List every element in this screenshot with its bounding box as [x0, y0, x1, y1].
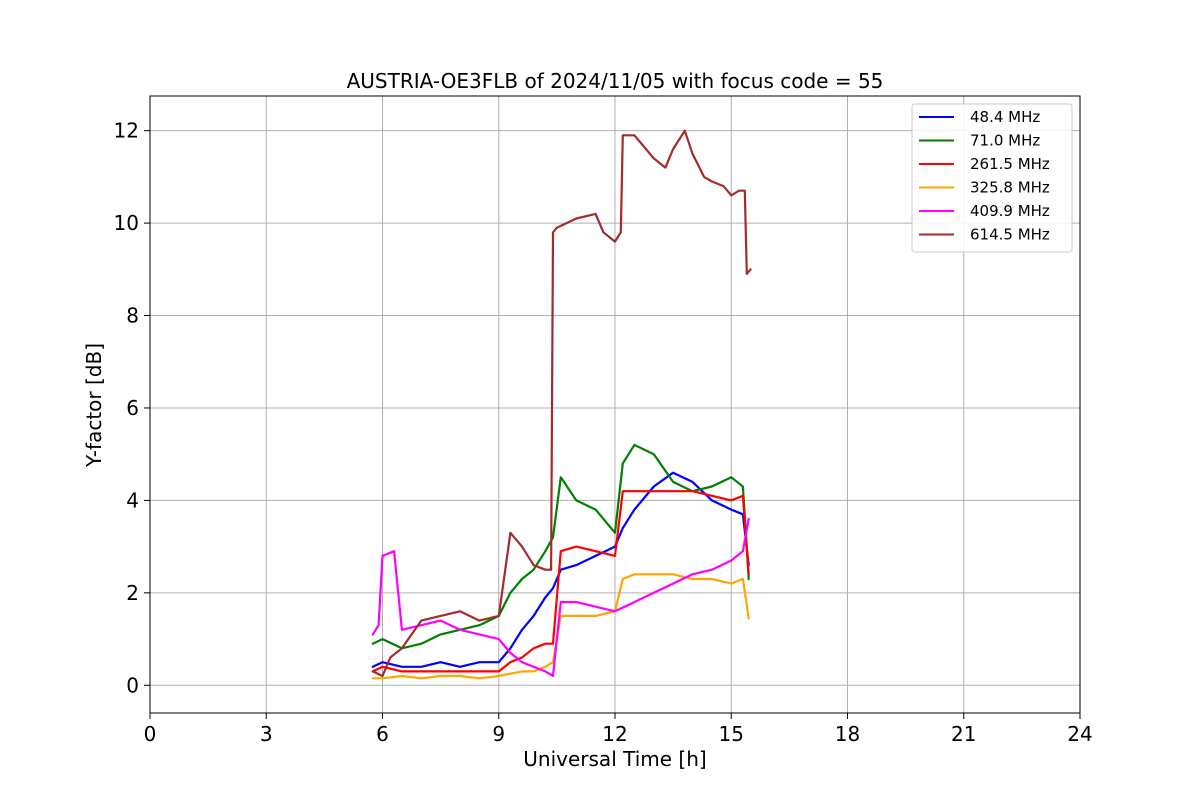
- series-line-409-9-mhz: [371, 517, 750, 678]
- legend-label: 48.4 MHz: [970, 108, 1040, 126]
- series-line-48-4-mhz: [371, 471, 750, 668]
- series-line-71-0-mhz: [371, 443, 750, 650]
- x-tick-label: 24: [1067, 722, 1092, 746]
- x-tick-label: 9: [492, 722, 505, 746]
- grid: [149, 96, 1081, 713]
- y-tick-label: 6: [126, 396, 139, 420]
- y-tick-label: 8: [126, 304, 139, 328]
- x-tick-label: 12: [602, 722, 627, 746]
- series-line-325-8-mhz: [371, 573, 750, 680]
- x-tick-label: 3: [260, 722, 273, 746]
- y-tick-label: 12: [114, 119, 139, 143]
- legend-label: 409.9 MHz: [970, 202, 1050, 220]
- series-layer: [371, 129, 752, 680]
- y-tick-label: 4: [126, 488, 139, 512]
- x-axis-label: Universal Time [h]: [523, 747, 706, 771]
- series-line-261-5-mhz: [371, 490, 750, 673]
- chart-title: AUSTRIA-OE3FLB of 2024/11/05 with focus …: [347, 69, 884, 93]
- legend-label: 261.5 MHz: [970, 155, 1050, 173]
- y-tick-label: 10: [114, 211, 139, 235]
- y-axis-label: Y-factor [dB]: [82, 343, 106, 468]
- legend-label: 325.8 MHz: [970, 179, 1050, 197]
- y-tick-label: 2: [126, 581, 139, 605]
- legend: 48.4 MHz 71.0 MHz 261.5 MHz 325.8 MHz 409.9 …: [911, 103, 1073, 253]
- y-tick-label: 0: [126, 673, 139, 697]
- x-tick-label: 0: [144, 722, 157, 746]
- x-tick-label: 6: [376, 722, 389, 746]
- x-tick-label: 21: [951, 722, 976, 746]
- series-line-614-5-mhz: [371, 129, 752, 678]
- legend-label: 614.5 MHz: [970, 226, 1050, 244]
- legend-label: 71.0 MHz: [970, 132, 1040, 150]
- x-tick-label: 18: [835, 722, 860, 746]
- x-tick-label: 15: [719, 722, 744, 746]
